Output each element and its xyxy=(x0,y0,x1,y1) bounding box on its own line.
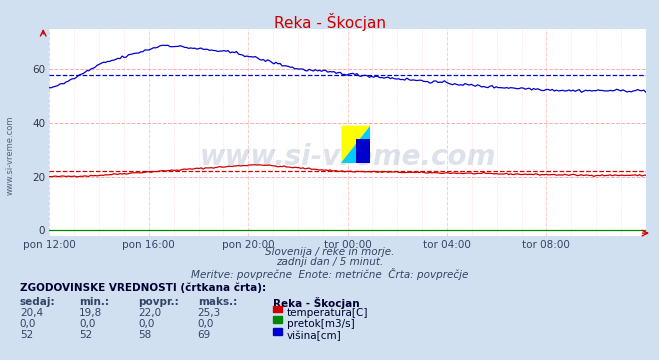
Polygon shape xyxy=(341,126,370,163)
Text: 0,0: 0,0 xyxy=(20,319,36,329)
Text: povpr.:: povpr.: xyxy=(138,297,179,307)
Text: 52: 52 xyxy=(20,330,33,341)
Text: Reka - Škocjan: Reka - Škocjan xyxy=(273,13,386,31)
Text: 58: 58 xyxy=(138,330,152,341)
Text: 0,0: 0,0 xyxy=(198,319,214,329)
Text: Meritve: povprečne  Enote: metrične  Črta: povprečje: Meritve: povprečne Enote: metrične Črta:… xyxy=(191,268,468,280)
Text: 20,4: 20,4 xyxy=(20,308,43,318)
Text: zadnji dan / 5 minut.: zadnji dan / 5 minut. xyxy=(276,257,383,267)
Text: 69: 69 xyxy=(198,330,211,341)
Text: maks.:: maks.: xyxy=(198,297,237,307)
Text: 0,0: 0,0 xyxy=(79,319,96,329)
Text: 22,0: 22,0 xyxy=(138,308,161,318)
Text: 19,8: 19,8 xyxy=(79,308,102,318)
Text: 25,3: 25,3 xyxy=(198,308,221,318)
Text: ZGODOVINSKE VREDNOSTI (črtkana črta):: ZGODOVINSKE VREDNOSTI (črtkana črta): xyxy=(20,283,266,293)
Text: 0,0: 0,0 xyxy=(138,319,155,329)
Text: Reka - Škocjan: Reka - Škocjan xyxy=(273,297,360,309)
Text: Slovenija / reke in morje.: Slovenija / reke in morje. xyxy=(265,247,394,257)
Text: pretok[m3/s]: pretok[m3/s] xyxy=(287,319,355,329)
Text: sedaj:: sedaj: xyxy=(20,297,55,307)
Text: min.:: min.: xyxy=(79,297,109,307)
Bar xyxy=(356,139,370,163)
Text: www.si-vreme.com: www.si-vreme.com xyxy=(5,115,14,194)
Text: www.si-vreme.com: www.si-vreme.com xyxy=(200,143,496,171)
Text: višina[cm]: višina[cm] xyxy=(287,330,341,341)
Text: temperatura[C]: temperatura[C] xyxy=(287,308,368,318)
Polygon shape xyxy=(341,126,370,163)
Text: 52: 52 xyxy=(79,330,92,341)
